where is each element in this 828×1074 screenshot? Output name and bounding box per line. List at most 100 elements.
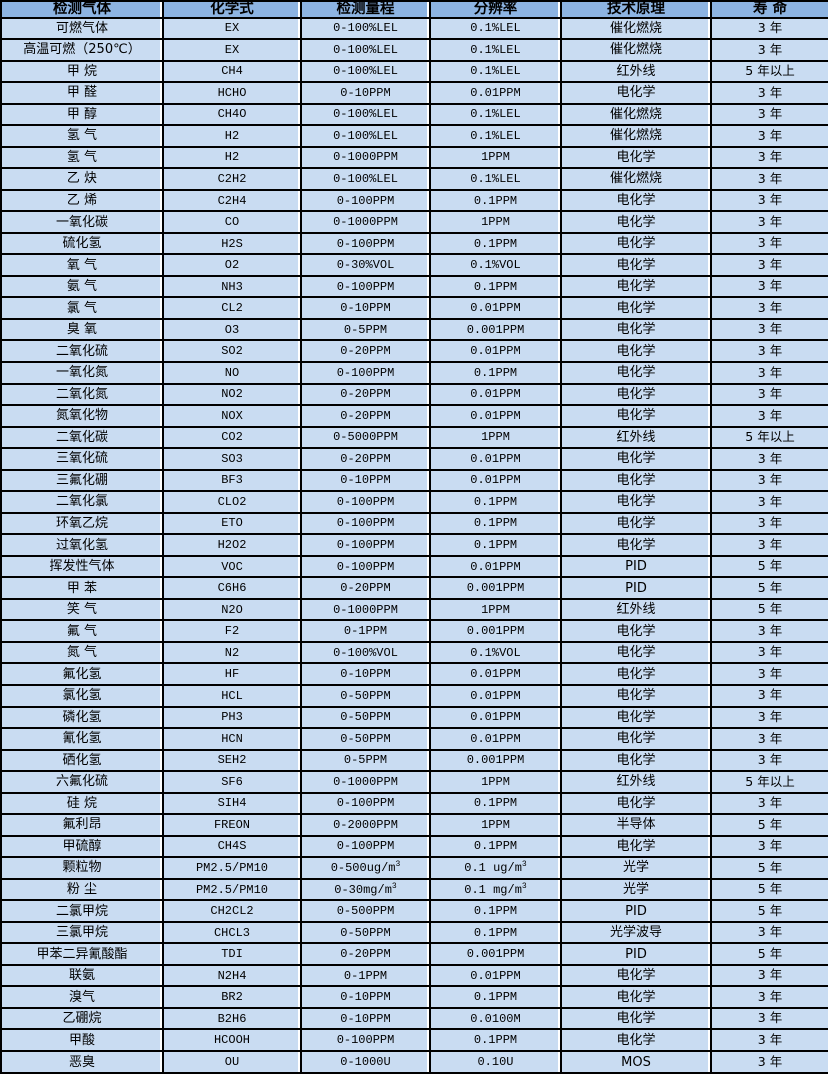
- table-row: 硫化氢 H2S 0-100PPM 0.1PPM 电化学 3 年: [0, 231, 828, 256]
- cell-resolution: 0.01PPM: [429, 727, 562, 751]
- cell-gas: 氢 气: [0, 145, 164, 170]
- cell-resolution: 0.1PPM: [429, 920, 562, 945]
- cell-resolution: 0.001PPM: [429, 748, 562, 773]
- cell-gas: 臭 氧: [0, 317, 164, 342]
- cell-principle: 电化学: [560, 748, 712, 773]
- cell-resolution: 1PPM: [429, 813, 562, 837]
- cell-formula: NO: [162, 361, 302, 385]
- cell-range: 0-100%LEL: [300, 59, 431, 84]
- cell-resolution: 1PPM: [429, 425, 562, 450]
- cell-gas: 氮 气: [0, 640, 164, 665]
- cell-formula: VOC: [162, 554, 302, 579]
- cell-lifetime: 3 年: [710, 963, 828, 988]
- cell-resolution: 0.01PPM: [429, 81, 562, 105]
- cell-principle: 催化燃烧: [560, 167, 712, 191]
- cell-principle: 电化学: [560, 188, 712, 213]
- cell-gas: 六氟化硫: [0, 770, 164, 794]
- cell-range: 0-1000PPM: [300, 597, 431, 622]
- cell-formula: F2: [162, 619, 302, 643]
- table-row: 二氯甲烷 CH2CL2 0-500PPM 0.1PPM PID 5 年: [0, 899, 828, 923]
- column-header-gas: 检测气体: [0, 0, 164, 19]
- cell-lifetime: 3 年: [710, 81, 828, 105]
- cell-gas: 挥发性气体: [0, 554, 164, 579]
- cell-resolution: 0.1PPM: [429, 274, 562, 299]
- table-row: 氮氧化物 NOX 0-20PPM 0.01PPM 电化学 3 年: [0, 404, 828, 428]
- cell-gas: 氢 气: [0, 124, 164, 148]
- cell-formula: SO2: [162, 339, 302, 363]
- cell-resolution: 0.01PPM: [429, 296, 562, 320]
- table-row: 二氧化硫 SO2 0-20PPM 0.01PPM 电化学 3 年: [0, 339, 828, 363]
- cell-range: 0-100%LEL: [300, 38, 431, 62]
- cell-resolution: 0.1%LEL: [429, 167, 562, 191]
- cell-range: 0-10PPM: [300, 662, 431, 686]
- cell-lifetime: 3 年: [710, 834, 828, 859]
- table-row: 高温可燃（250℃） EX 0-100%LEL 0.1%LEL 催化燃烧 3 年: [0, 38, 828, 62]
- cell-principle: 电化学: [560, 1006, 712, 1031]
- cell-range: 0-1PPM: [300, 619, 431, 643]
- table-row: 乙 烯 C2H4 0-100PPM 0.1PPM 电化学 3 年: [0, 188, 828, 213]
- table-row: 氯化氢 HCL 0-50PPM 0.01PPM 电化学 3 年: [0, 683, 828, 708]
- cell-principle: 红外线: [560, 59, 712, 84]
- cell-range: 0-20PPM: [300, 942, 431, 966]
- cell-principle: 电化学: [560, 339, 712, 363]
- cell-formula: PH3: [162, 705, 302, 730]
- cell-principle: 电化学: [560, 382, 712, 407]
- cell-gas: 甲 醇: [0, 102, 164, 127]
- cell-principle: MOS: [560, 1050, 712, 1074]
- cell-resolution: 0.01PPM: [429, 662, 562, 686]
- cell-lifetime: 3 年: [710, 1050, 828, 1074]
- cell-lifetime: 3 年: [710, 102, 828, 127]
- cell-range: 0-1000U: [300, 1050, 431, 1074]
- cell-gas: 颗粒物: [0, 856, 164, 880]
- cell-lifetime: 3 年: [710, 791, 828, 816]
- cell-range: 0-100PPM: [300, 188, 431, 213]
- cell-lifetime: 5 年: [710, 877, 828, 902]
- cell-lifetime: 3 年: [710, 382, 828, 407]
- cell-lifetime: 3 年: [710, 188, 828, 213]
- cell-formula: C2H2: [162, 167, 302, 191]
- cell-gas: 氰化氢: [0, 727, 164, 751]
- cell-principle: 电化学: [560, 81, 712, 105]
- cell-resolution: 0.1%LEL: [429, 124, 562, 148]
- cell-gas: 一氧化碳: [0, 210, 164, 234]
- cell-lifetime: 3 年: [710, 640, 828, 665]
- cell-gas: 环氧乙烷: [0, 511, 164, 536]
- cell-principle: PID: [560, 942, 712, 966]
- cell-gas: 氟利昂: [0, 813, 164, 837]
- cell-lifetime: 3 年: [710, 16, 828, 41]
- cell-formula: CH4S: [162, 834, 302, 859]
- cell-formula: HCL: [162, 683, 302, 708]
- cell-lifetime: 3 年: [710, 210, 828, 234]
- table-row: 乙硼烷 B2H6 0-10PPM 0.0100M 电化学 3 年: [0, 1006, 828, 1031]
- table-row: 三氧化硫 SO3 0-20PPM 0.01PPM 电化学 3 年: [0, 447, 828, 471]
- cell-lifetime: 3 年: [710, 662, 828, 686]
- cell-resolution: 0.1PPM: [429, 791, 562, 816]
- cell-range: 0-100PPM: [300, 274, 431, 299]
- cell-lifetime: 5 年: [710, 899, 828, 923]
- cell-range: 0-100PPM: [300, 554, 431, 579]
- cell-formula: C6H6: [162, 576, 302, 600]
- cell-gas: 甲酸: [0, 1028, 164, 1052]
- cell-formula: HCOOH: [162, 1028, 302, 1052]
- cell-lifetime: 3 年: [710, 404, 828, 428]
- cell-lifetime: 3 年: [710, 533, 828, 557]
- table-row: 硒化氢 SEH2 0-5PPM 0.001PPM 电化学 3 年: [0, 748, 828, 773]
- cell-range: 0-5PPM: [300, 748, 431, 773]
- cell-resolution: 0.01PPM: [429, 404, 562, 428]
- cell-formula: OU: [162, 1050, 302, 1074]
- cell-resolution: 1PPM: [429, 210, 562, 234]
- cell-range: 0-50PPM: [300, 705, 431, 730]
- table-row: 过氧化氢 H2O2 0-100PPM 0.1PPM 电化学 3 年: [0, 533, 828, 557]
- cell-formula: HCHO: [162, 81, 302, 105]
- cell-formula: H2O2: [162, 533, 302, 557]
- cell-gas: 三氟化硼: [0, 468, 164, 493]
- column-header-formula: 化学式: [162, 0, 302, 19]
- column-header-resolution: 分辨率: [429, 0, 562, 19]
- cell-formula: ETO: [162, 511, 302, 536]
- cell-formula: H2: [162, 145, 302, 170]
- cell-range: 0-20PPM: [300, 339, 431, 363]
- table-row: 三氯甲烷 CHCL3 0-50PPM 0.1PPM 光学波导 3 年: [0, 920, 828, 945]
- cell-resolution: 0.1%VOL: [429, 640, 562, 665]
- cell-formula: PM2.5/PM10: [162, 877, 302, 902]
- cell-range: 0-100%LEL: [300, 102, 431, 127]
